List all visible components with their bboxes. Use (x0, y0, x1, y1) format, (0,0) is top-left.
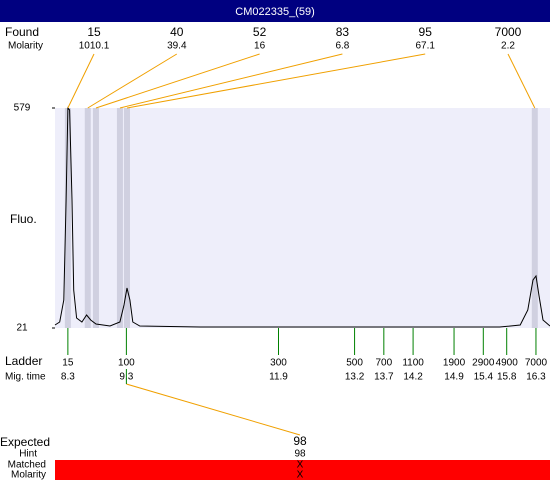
found-size: 83 (336, 25, 350, 39)
expected-molarity-label: Molarity (11, 470, 46, 480)
found-molarity: 67.1 (415, 41, 435, 52)
ladder-time: 13.7 (374, 372, 394, 383)
title-bar (0, 0, 550, 22)
found-molarity: 39.4 (167, 41, 187, 52)
expected-connector (126, 383, 301, 436)
ladder-time: 14.2 (403, 372, 423, 383)
found-size: 52 (253, 25, 267, 39)
ladder-size: 700 (375, 358, 392, 369)
ladder-time: 13.2 (345, 372, 365, 383)
ladder-size: 15 (62, 358, 74, 369)
found-size: 95 (419, 25, 433, 39)
y-tick-label: 21 (16, 323, 28, 334)
molarity-label: Molarity (8, 41, 43, 52)
found-molarity: 16 (254, 41, 266, 52)
y-axis-label: Fluo. (10, 212, 37, 226)
found-connector (507, 53, 536, 109)
found-connector (119, 53, 343, 109)
y-tick-label: 579 (14, 103, 31, 114)
expected-value: 98 (293, 434, 307, 448)
molarity-value: X (297, 470, 304, 480)
peak-band (92, 108, 99, 328)
ladder-size: 100 (118, 358, 135, 369)
ladder-size: 4900 (496, 358, 519, 369)
plot-background (55, 108, 550, 328)
found-connector (87, 53, 178, 109)
matched-label: Matched (8, 460, 46, 471)
hint-label: Hint (19, 449, 37, 460)
found-molarity: 2.2 (501, 41, 515, 52)
found-connector (67, 53, 95, 109)
found-molarity: 6.8 (335, 41, 349, 52)
ladder-size: 7000 (525, 358, 548, 369)
found-connector (126, 53, 426, 109)
ladder-time: 15.4 (474, 372, 494, 383)
peak-band (84, 108, 91, 328)
found-size: 40 (170, 25, 184, 39)
hint-value: 98 (294, 449, 306, 460)
found-size: 7000 (495, 25, 522, 39)
matched-value: X (297, 460, 304, 471)
found-label: Found (5, 25, 39, 39)
peak-band (531, 108, 538, 328)
title: CM022335_(59) (235, 6, 315, 18)
matched-bar (55, 460, 550, 480)
peak-band (123, 108, 130, 328)
ladder-size: 500 (346, 358, 363, 369)
ladder-time: 15.8 (497, 372, 517, 383)
ladder-size: 1900 (443, 358, 466, 369)
found-connector (95, 53, 260, 109)
ladder-time: 16.3 (526, 372, 546, 383)
peak-band (64, 108, 71, 328)
ladder-size: 1100 (402, 358, 424, 369)
peak-band (116, 108, 123, 328)
ladder-time: 14.9 (444, 372, 464, 383)
expected-label: Expected (0, 435, 50, 449)
ladder-size: 2900 (472, 358, 495, 369)
found-size: 15 (87, 25, 101, 39)
ladder-size: 300 (270, 358, 287, 369)
ladder-label: Ladder (5, 354, 42, 368)
ladder-time: 8.3 (61, 372, 75, 383)
found-molarity: 1010.1 (79, 41, 110, 52)
ladder-time: 11.9 (269, 372, 288, 383)
mig-time-label: Mig. time (5, 372, 46, 383)
trace (54, 106, 550, 328)
